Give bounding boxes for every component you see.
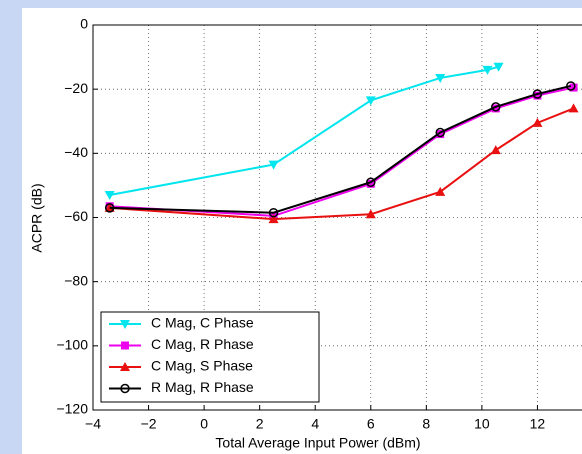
marker xyxy=(104,202,115,212)
marker xyxy=(268,160,279,170)
marker xyxy=(268,207,279,218)
legend: C Mag, C Phase C Mag, R Phase C Mag, S Pha… xyxy=(100,311,320,403)
legend-box xyxy=(100,311,320,403)
x-tick-label: 4 xyxy=(311,416,319,432)
x-tick-label: 6 xyxy=(367,416,375,432)
y-axis-label: ACPR (dB) xyxy=(29,183,45,252)
legend-label: R Mag, R Phase xyxy=(151,379,254,395)
legend-marker xyxy=(120,320,130,329)
marker xyxy=(365,96,376,106)
legend-marker xyxy=(120,362,130,371)
marker xyxy=(566,81,576,91)
legend-marker xyxy=(121,341,129,350)
y-tick-label: −40 xyxy=(64,144,88,160)
marker xyxy=(436,130,445,139)
marker xyxy=(493,62,504,72)
y-tick-label: −120 xyxy=(56,401,88,417)
marker xyxy=(491,104,500,113)
y-tick-label: −100 xyxy=(56,337,88,353)
y-tick-label: −60 xyxy=(64,208,88,224)
x-tick-label: 12 xyxy=(530,416,546,432)
x-tick-label: −4 xyxy=(85,416,101,432)
x-tick-label: 10 xyxy=(474,416,490,432)
marker xyxy=(490,145,501,155)
marker xyxy=(366,177,376,187)
marker xyxy=(532,117,543,127)
marker xyxy=(435,73,446,83)
legend-marker xyxy=(120,383,130,394)
plot-frame xyxy=(92,24,582,411)
legend-label: C Mag, S Phase xyxy=(151,358,253,374)
marker xyxy=(268,214,279,224)
marker xyxy=(366,179,375,188)
x-tick-label: 8 xyxy=(422,416,430,432)
marker xyxy=(532,89,543,99)
marker xyxy=(568,103,579,113)
x-tick-label: 0 xyxy=(200,416,208,432)
marker xyxy=(533,91,542,100)
x-tick-label: −2 xyxy=(141,416,157,432)
series-line xyxy=(109,84,572,214)
y-tick-label: 0 xyxy=(80,16,88,32)
marker xyxy=(104,203,115,213)
marker xyxy=(365,209,376,219)
marker xyxy=(435,186,446,196)
marker xyxy=(482,65,493,75)
x-tick-label: 2 xyxy=(256,416,264,432)
marker xyxy=(569,83,578,92)
legend-label: C Mag, R Phase xyxy=(151,336,254,352)
legend-label: C Mag, C Phase xyxy=(151,315,254,331)
marker xyxy=(104,191,115,201)
marker xyxy=(435,127,445,138)
y-tick-label: −20 xyxy=(64,80,88,96)
y-tick-label: −80 xyxy=(64,272,88,288)
marker xyxy=(491,102,501,112)
x-axis-label: Total Average Input Power (dBm) xyxy=(215,435,420,451)
